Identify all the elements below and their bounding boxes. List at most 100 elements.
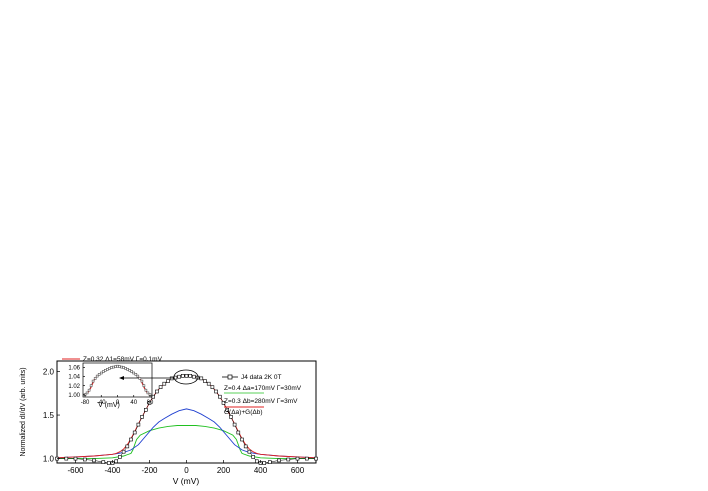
main-data-point	[214, 389, 218, 394]
inset-data-point	[126, 367, 129, 371]
main-data-point	[184, 373, 189, 378]
inset-x-tick-label: 0	[116, 400, 120, 406]
inset-data-point	[136, 374, 140, 378]
main-data-point	[114, 459, 118, 464]
inset-y-tick-label: 1.04	[68, 375, 80, 381]
main-data-point	[255, 459, 259, 464]
main-data-point	[247, 449, 252, 454]
inset-data-point	[116, 364, 119, 368]
inset-data-point	[91, 379, 95, 383]
legend-sum-label: G(Δa)+G(Δb)	[224, 409, 262, 416]
main-data-point	[177, 374, 181, 379]
main-data-point	[210, 385, 215, 390]
inset-x-axis-label: V (mV)	[98, 402, 120, 409]
main-y-axis: 1.0 1.5 2.0	[43, 367, 60, 463]
inset-data-point	[108, 367, 111, 370]
main-series-3-line	[57, 425, 316, 460]
main-data-point	[166, 379, 170, 383]
inset-data-point	[118, 365, 121, 368]
main-data-point	[221, 400, 226, 405]
inset-x-tick-label: -40	[97, 400, 106, 406]
main-y-tick-label: 2.0	[43, 367, 55, 376]
main-data-point	[169, 376, 174, 381]
main-data-point	[101, 460, 106, 464]
main-data-point	[286, 457, 291, 462]
inset-data-point	[95, 374, 99, 378]
main-x-tick-label: 0	[184, 466, 189, 475]
main-data-point	[262, 461, 267, 465]
main-data-point	[218, 394, 222, 399]
inset-data-point	[144, 388, 148, 392]
main-data-point	[92, 458, 96, 463]
main-data-point	[144, 407, 148, 412]
main-data-point	[304, 456, 309, 461]
legend-data-marker	[227, 374, 233, 380]
inset-data-point	[104, 368, 107, 372]
inset-data-point	[142, 384, 146, 388]
main-series-2-line	[56, 408, 317, 459]
inset-data-point	[138, 377, 142, 380]
inset-y-tick-label: 1.06	[68, 366, 80, 372]
legend-green-label: Z=0.3 Δb=280mV Γ=3mV	[224, 398, 298, 405]
main-data-point	[64, 456, 69, 461]
main-y-tick-label: 1.0	[43, 454, 55, 463]
inset-y-axis: 1.00 1.02 1.04 1.06	[68, 366, 85, 399]
inset-data-point	[112, 365, 115, 369]
main-x-tick-label: -400	[104, 466, 121, 475]
main-data-point	[192, 374, 196, 379]
main-data-point	[277, 458, 281, 463]
inset-data-point	[122, 366, 125, 369]
main-x-tick-label: -600	[67, 466, 84, 475]
inset-data-point	[100, 371, 103, 375]
main-y-tick-label: 1.5	[43, 411, 55, 420]
main-data-point	[83, 457, 87, 462]
main-data-point	[155, 389, 159, 394]
inset-x-tick-label: -80	[81, 400, 90, 406]
inset-series-layer	[83, 364, 152, 397]
main-data-point	[229, 414, 233, 419]
main-series-layer	[55, 373, 318, 465]
main-data-point	[206, 381, 211, 386]
inset-y-tick-label: 1.00	[68, 393, 80, 399]
main-data-point	[240, 437, 244, 442]
inset-legend-label: Z=0.32 Δ1=58mV Γ=0.1mV	[83, 356, 163, 363]
main-data-point	[132, 430, 137, 435]
legend-blue-label: Z=0.4 Δa=170mV Γ=30mV	[224, 385, 302, 392]
main-data-point	[243, 444, 248, 449]
main-data-point	[251, 455, 255, 459]
main-data-point	[181, 373, 185, 378]
inset-data-point	[130, 370, 133, 373]
main-x-axis-label: V (mV)	[173, 476, 200, 486]
main-data-point	[125, 444, 130, 449]
inset-data-point	[87, 388, 91, 392]
inset-data-point	[140, 379, 144, 383]
main-data-point	[140, 414, 144, 419]
main-data-point	[188, 373, 192, 378]
main-data-point	[107, 461, 111, 465]
inset-x-tick-label: 80	[147, 400, 154, 406]
inset-data-point	[89, 384, 93, 388]
main-data-point	[136, 422, 141, 427]
main-x-tick-label: 400	[254, 466, 268, 475]
inset-data-point	[85, 391, 89, 395]
inset-data-point	[93, 377, 97, 380]
inset-data-point	[128, 368, 131, 372]
main-x-tick-label: 600	[291, 466, 305, 475]
main-data-point	[73, 456, 78, 461]
main-data-point	[129, 437, 133, 442]
inset-data-point	[134, 372, 138, 376]
inset-x-tick-label: 40	[130, 400, 137, 406]
main-data-point	[267, 460, 272, 464]
inset-y-tick-label: 1.02	[68, 384, 80, 390]
inset-data-point	[110, 366, 113, 369]
main-legend: J4 data 2K 0T Z=0.4 Δa=170mV Γ=30mV Z=0.…	[222, 374, 302, 416]
main-x-tick-label: -200	[141, 466, 158, 475]
inset-data-point	[124, 367, 127, 370]
inset-data-point	[120, 365, 123, 369]
inset-plot: -80 -40 0 40 80 1.00 1.02 1.04 1.06 V (mV) Z=0.…	[62, 356, 163, 409]
main-y-axis-label: Normalized dI/dV (arb. units)	[20, 367, 27, 456]
inset-data-point	[102, 370, 105, 373]
main-data-point	[314, 456, 318, 461]
main-data-point	[203, 379, 207, 383]
